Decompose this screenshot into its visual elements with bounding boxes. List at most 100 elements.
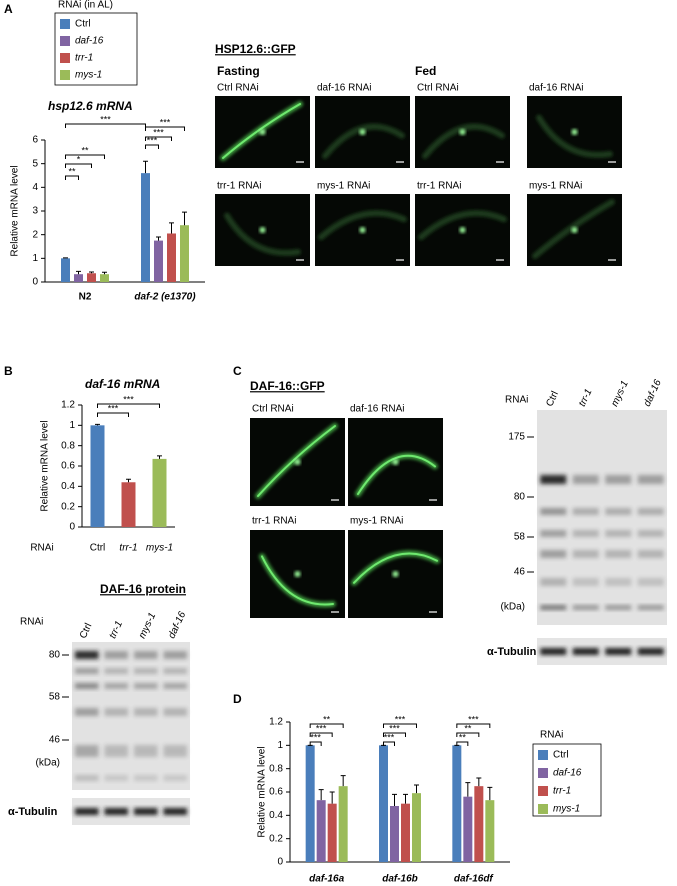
bar: [180, 225, 189, 282]
blot-band: [133, 668, 158, 674]
y-tick-label: 1: [277, 740, 283, 751]
blot-band: [104, 745, 129, 757]
significance-label: **: [464, 723, 472, 733]
error-bar: [169, 222, 174, 234]
significance-label: ***: [468, 714, 479, 724]
micrograph-caption: mys-1 RNAi: [350, 516, 403, 527]
lane-label: Ctrl: [544, 390, 561, 409]
micrograph-caption: daf-16 RNAi: [317, 83, 371, 94]
blot-band: [163, 683, 188, 689]
significance-label: ***: [384, 732, 395, 742]
bar: [452, 745, 462, 862]
worm-body: [536, 114, 613, 158]
y-tick-label: 4: [32, 182, 38, 193]
section-title: DAF-16::GFP: [250, 379, 325, 393]
condition-label: Fed: [415, 64, 436, 78]
blot-band: [540, 550, 567, 558]
error-bar: [392, 793, 397, 806]
blot-band: [74, 651, 99, 659]
bar: [141, 173, 150, 282]
error-bar: [403, 793, 408, 804]
blot-band: [605, 605, 632, 610]
micrograph-caption: Ctrl RNAi: [252, 404, 294, 415]
gfp-spot: [571, 129, 578, 135]
blot: [537, 410, 667, 625]
bar: [474, 786, 484, 862]
significance-bracket: [383, 732, 406, 737]
micrograph-caption: mys-1 RNAi: [529, 181, 582, 192]
blot-band: [540, 578, 567, 586]
y-tick-label: 1: [69, 420, 75, 431]
error-bar: [126, 478, 131, 483]
significance-bracket: [97, 403, 160, 408]
worm-fluorescence: [353, 552, 438, 584]
chart-title: hsp12.6 mRNA: [48, 99, 133, 113]
lane-label: trr-1: [577, 387, 595, 408]
panel-label: B: [4, 364, 13, 378]
loading-band: [74, 808, 99, 815]
y-axis-label: Relative mRNA level: [257, 746, 268, 837]
significance-bracket: [97, 412, 129, 417]
legend-swatch: [60, 53, 70, 63]
loading-label: α-Tubulin: [8, 806, 58, 818]
loading-band: [605, 648, 632, 655]
blot-band: [74, 708, 99, 716]
bar: [152, 458, 167, 527]
micrograph-caption: Ctrl RNAi: [417, 83, 459, 94]
error-bar: [318, 789, 324, 801]
lane-label: daf-16: [166, 610, 188, 641]
marker-label: 46: [49, 735, 61, 746]
y-tick-label: 6: [32, 135, 38, 146]
gfp-spot: [359, 129, 366, 135]
micrograph-caption: trr-1 RNAi: [417, 181, 461, 192]
significance-label: *: [77, 154, 81, 164]
significance-bracket: [383, 723, 417, 728]
condition-label: Fasting: [217, 64, 260, 78]
legend-swatch: [60, 19, 70, 29]
worm-fluorescence: [257, 425, 336, 497]
x-tick-label: Ctrl: [90, 543, 106, 554]
blot-band: [605, 550, 632, 558]
worm-body: [418, 210, 507, 241]
bar: [485, 800, 495, 862]
worm-body: [322, 123, 405, 159]
legend-swatch: [60, 70, 70, 80]
section-title: HSP12.6::GFP: [215, 42, 296, 56]
worm-body: [532, 199, 615, 259]
blot-band: [605, 475, 632, 484]
significance-bracket: [65, 123, 146, 128]
lane-label: Ctrl: [78, 622, 95, 641]
significance-bracket: [65, 163, 92, 168]
legend-label: mys-1: [75, 70, 102, 81]
y-tick-label: 0: [69, 522, 75, 533]
significance-bracket: [145, 144, 159, 149]
marker-label: 175: [508, 432, 525, 443]
bar: [121, 482, 136, 527]
error-bar: [156, 236, 161, 241]
loading-label: α-Tubulin: [487, 646, 537, 658]
blot-band: [540, 508, 567, 515]
x-tick-label: N2: [79, 292, 92, 303]
blot-band: [104, 651, 129, 659]
error-bar: [157, 455, 162, 459]
legend-label: Ctrl: [75, 19, 91, 30]
blot-band: [572, 475, 599, 484]
loading-band: [572, 648, 599, 655]
error-bar: [476, 777, 482, 787]
x-tick-label: daf-2 (e1370): [134, 292, 196, 303]
x-tick-label: mys-1: [146, 543, 173, 554]
blot-band: [133, 745, 158, 757]
micrograph-caption: mys-1 RNAi: [317, 181, 370, 192]
blot-band: [637, 530, 664, 537]
significance-label: ***: [123, 394, 134, 404]
gfp-spot: [459, 227, 466, 233]
significance-bracket: [65, 154, 105, 159]
gfp-spot: [571, 227, 578, 233]
legend-swatch: [538, 804, 548, 814]
bar: [305, 745, 315, 862]
legend-swatch: [60, 36, 70, 46]
legend-title: RNAi: [540, 730, 563, 741]
significance-bracket: [309, 741, 322, 746]
blot-band: [637, 605, 664, 610]
y-tick-label: 0.4: [269, 810, 283, 821]
